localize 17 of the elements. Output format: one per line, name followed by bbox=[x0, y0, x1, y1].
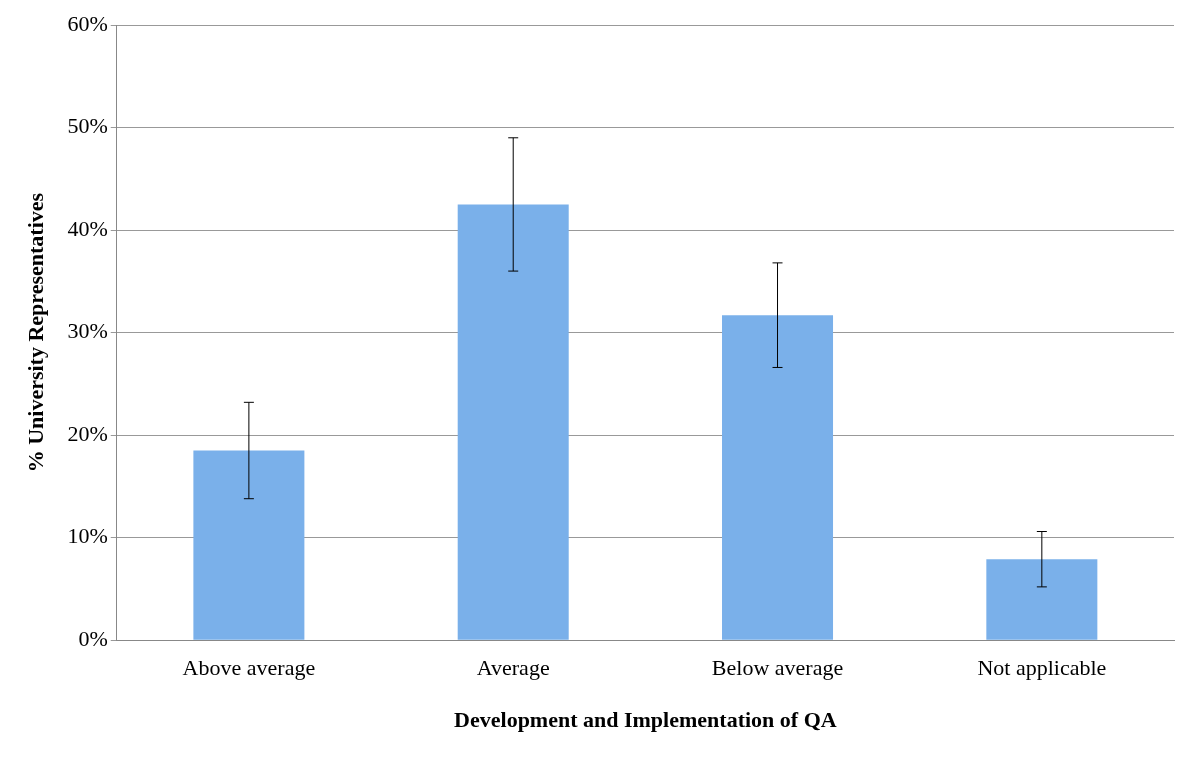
y-tick-label: 40% bbox=[67, 215, 108, 241]
x-tick-label: Not applicable bbox=[977, 655, 1107, 681]
bar bbox=[986, 559, 1098, 640]
y-tick-label: 20% bbox=[67, 420, 108, 446]
x-tick-label: Below average bbox=[711, 655, 844, 681]
x-axis-title: Development and Implementation of QA bbox=[454, 707, 837, 733]
y-tick-label: 10% bbox=[67, 523, 108, 549]
y-tick-label: 0% bbox=[78, 625, 108, 651]
y-axis-title: % University Representatives bbox=[22, 192, 48, 473]
y-tick-label: 60% bbox=[67, 10, 108, 36]
bar bbox=[722, 315, 834, 640]
x-tick-label: Average bbox=[476, 655, 550, 681]
bar bbox=[193, 450, 305, 640]
x-tick-label: Above average bbox=[182, 655, 316, 681]
y-tick-label: 30% bbox=[67, 318, 108, 344]
bar bbox=[457, 204, 569, 640]
y-tick-label: 50% bbox=[67, 113, 108, 139]
